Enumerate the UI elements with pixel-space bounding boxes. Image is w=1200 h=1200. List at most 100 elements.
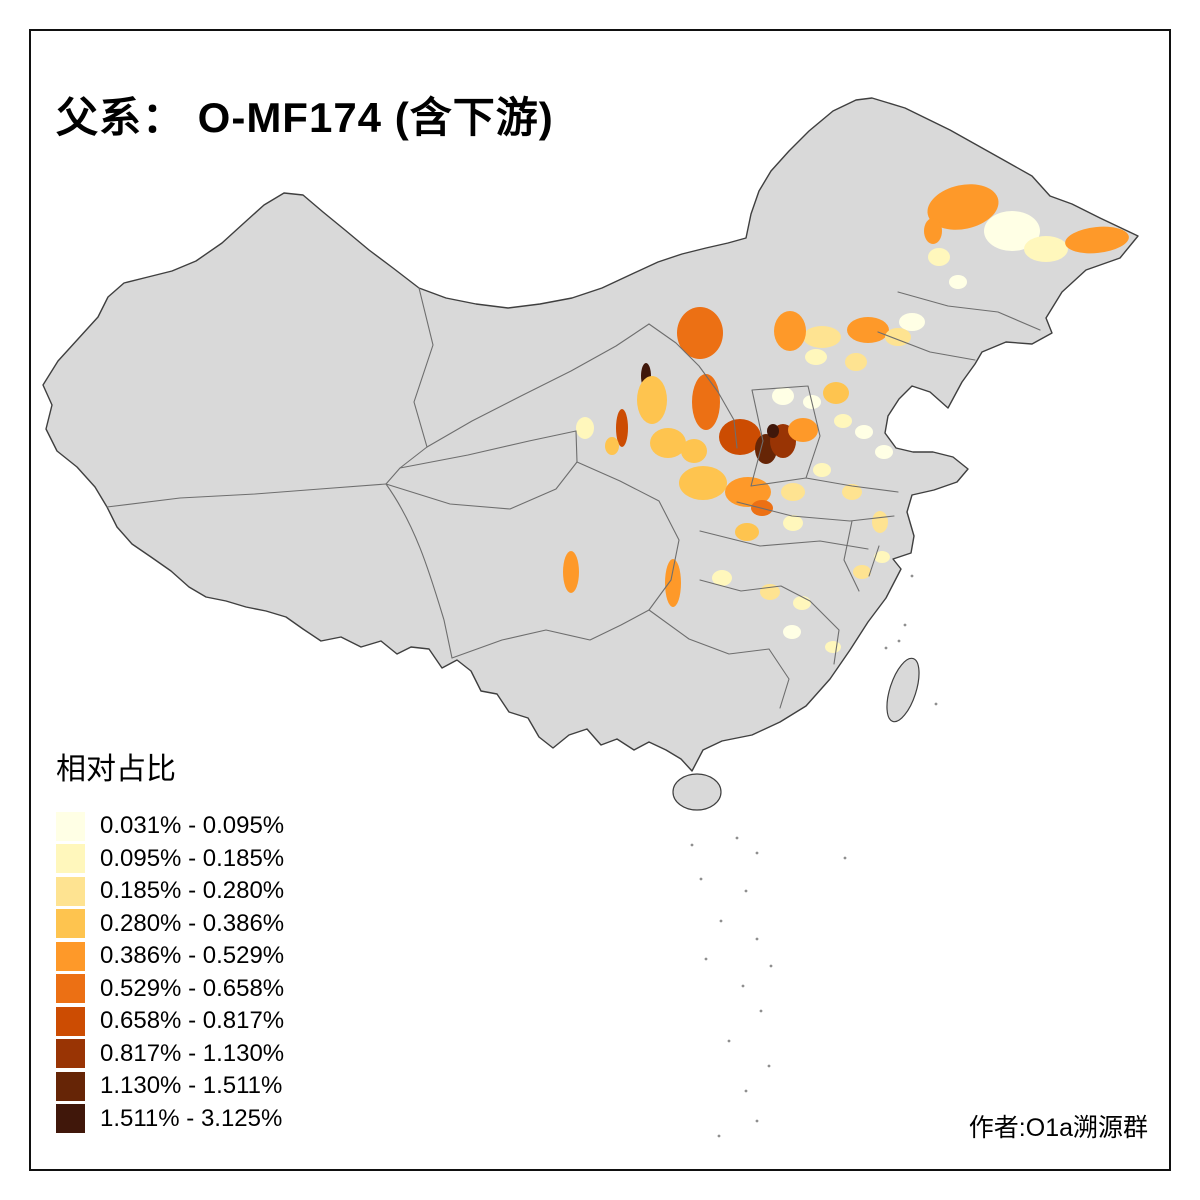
map-region xyxy=(616,409,628,447)
legend-swatch xyxy=(56,909,85,939)
map-regions xyxy=(563,184,1129,653)
islet-mark xyxy=(755,851,759,855)
map-region xyxy=(805,349,827,365)
hainan-island xyxy=(672,773,722,811)
islet-mark xyxy=(769,964,773,968)
map-region xyxy=(834,414,852,428)
islet-mark xyxy=(755,937,759,941)
legend-swatch xyxy=(56,1071,85,1101)
page-title: 父系： O-MF174 (含下游) xyxy=(56,94,554,142)
map-region xyxy=(681,439,707,463)
islet-mark xyxy=(727,1039,731,1043)
legend-label: 1.511% - 3.125% xyxy=(100,1104,283,1132)
islet-mark xyxy=(744,889,748,893)
map-region xyxy=(719,419,761,455)
sea-islets xyxy=(690,574,938,1138)
map-region xyxy=(576,417,594,439)
legend-label: 0.658% - 0.817% xyxy=(100,1007,285,1035)
islet-mark xyxy=(690,843,694,847)
legend-swatch xyxy=(56,1006,85,1036)
islet-mark xyxy=(717,1134,721,1138)
map-region xyxy=(813,463,831,477)
legend-swatch xyxy=(56,876,85,906)
map-region xyxy=(825,641,841,653)
map-region xyxy=(793,596,811,610)
map-region xyxy=(875,445,893,459)
map-region xyxy=(735,523,759,541)
legend-swatch xyxy=(56,1104,85,1134)
legend-label: 1.130% - 1.511% xyxy=(100,1072,283,1100)
legend-label: 0.031% - 0.095% xyxy=(100,812,285,840)
map-region xyxy=(803,326,841,348)
legend-row: 0.280% - 0.386% xyxy=(56,908,284,941)
map-region xyxy=(692,374,720,430)
map-region xyxy=(924,218,942,244)
legend-label: 0.529% - 0.658% xyxy=(100,974,285,1002)
map-region xyxy=(650,428,686,458)
map-region xyxy=(984,211,1040,251)
islet-mark xyxy=(699,877,703,881)
map-region xyxy=(605,437,619,455)
author-credit: 作者:O1a溯源群 xyxy=(968,1114,1148,1142)
legend-row: 0.658% - 0.817% xyxy=(56,1005,284,1038)
map-region xyxy=(823,382,849,404)
map-region xyxy=(679,466,727,500)
legend-swatch xyxy=(56,811,85,841)
map-region xyxy=(788,418,818,442)
map-region xyxy=(772,387,794,405)
legend-row: 1.511% - 3.125% xyxy=(56,1103,284,1136)
legend-swatch xyxy=(56,941,85,971)
map-region xyxy=(845,353,867,371)
legend-label: 0.095% - 0.185% xyxy=(100,844,285,872)
map-region xyxy=(774,311,806,351)
islet-mark xyxy=(744,1089,748,1093)
islet-mark xyxy=(910,574,914,578)
legend-items: 0.031% - 0.095% 0.095% - 0.185% 0.185% - 0… xyxy=(56,810,284,1135)
islet-mark xyxy=(843,856,847,860)
map-region xyxy=(855,425,873,439)
islet-mark xyxy=(897,639,901,643)
map-region xyxy=(885,328,911,346)
map-region xyxy=(928,248,950,266)
map-region xyxy=(872,511,888,533)
map-region xyxy=(847,317,889,343)
islet-mark xyxy=(704,957,708,961)
legend-swatch xyxy=(56,1039,85,1069)
province-borders xyxy=(106,287,1041,709)
map-region xyxy=(927,184,999,230)
islet-mark xyxy=(755,1119,759,1123)
map-region xyxy=(842,484,862,500)
map-region xyxy=(1024,236,1068,262)
legend-label: 0.185% - 0.280% xyxy=(100,877,285,905)
legend-label: 0.817% - 1.130% xyxy=(100,1039,285,1067)
map-region xyxy=(712,570,732,586)
map-region xyxy=(665,559,681,607)
legend-label: 0.280% - 0.386% xyxy=(100,909,285,937)
map-region xyxy=(899,313,925,331)
islet-mark xyxy=(934,702,938,706)
islet-mark xyxy=(759,1009,763,1013)
map-region xyxy=(949,275,967,289)
legend-swatch xyxy=(56,844,85,874)
map-region xyxy=(874,551,890,563)
islet-mark xyxy=(741,984,745,988)
legend-row: 0.095% - 0.185% xyxy=(56,843,284,876)
map-region xyxy=(1065,226,1129,254)
legend-row: 0.817% - 1.130% xyxy=(56,1038,284,1071)
legend-row: 0.185% - 0.280% xyxy=(56,875,284,908)
islet-mark xyxy=(735,836,739,840)
islet-mark xyxy=(903,623,907,627)
legend-row: 0.386% - 0.529% xyxy=(56,940,284,973)
taiwan-island xyxy=(886,657,920,723)
map-region xyxy=(677,307,723,359)
islet-mark xyxy=(767,1064,771,1068)
legend-row: 0.529% - 0.658% xyxy=(56,973,284,1006)
legend-swatch xyxy=(56,974,85,1004)
map-region xyxy=(781,483,805,501)
legend: 相对占比 0.031% - 0.095% 0.095% - 0.185% 0.185… xyxy=(56,744,284,1135)
legend-label: 0.386% - 0.529% xyxy=(100,942,285,970)
map-region xyxy=(563,551,579,593)
map-region xyxy=(767,424,779,438)
legend-title: 相对占比 xyxy=(56,753,176,786)
